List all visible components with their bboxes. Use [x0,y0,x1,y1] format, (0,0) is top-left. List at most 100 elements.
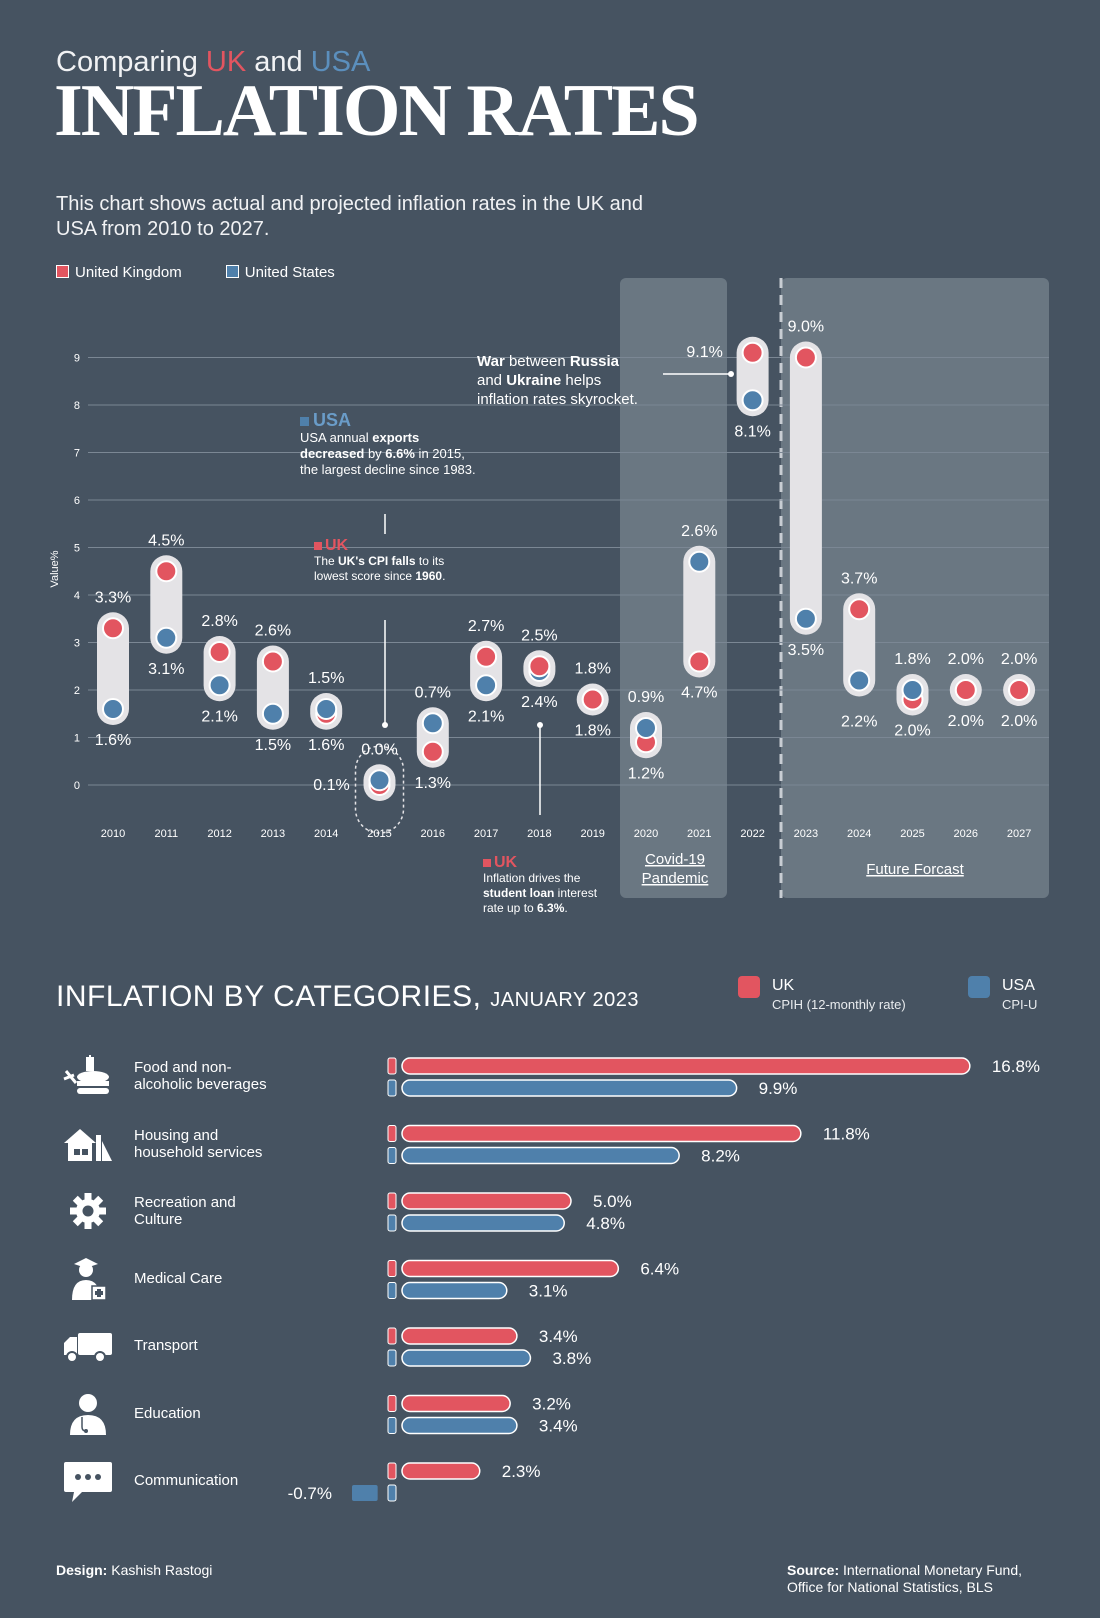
uk-point-2010 [102,617,124,640]
value-label: 2.5% [521,627,557,644]
uk-bar [401,1462,481,1480]
uk-stub [387,1192,397,1210]
x-tick-label: 2014 [314,828,338,840]
design-credit: Design: Kashish Rastogi [56,1562,213,1578]
category-label: Housing and household services [134,1126,263,1161]
uk-point-2017 [475,645,498,668]
uk-bar-label: 2.3% [502,1462,541,1481]
uk-bar-label: 6.4% [640,1260,679,1279]
uk-bar-label: 11.8% [823,1125,870,1144]
value-label: 2.2% [841,714,877,731]
value-label: 1.6% [308,737,344,754]
us-point-2024 [848,669,871,692]
value-label: 2.0% [948,651,984,668]
value-label: 0.1% [313,777,349,794]
value-label: 1.5% [255,737,291,754]
us-point-2023 [794,607,817,630]
us-point-2012 [208,674,231,697]
value-label: 8.1% [734,423,770,440]
annotation-war: War between Russia and Ukraine helps inf… [477,353,638,408]
uk-bar-label: 3.4% [539,1327,578,1346]
y-tick-label: 1 [74,733,80,745]
us-point-2010 [102,698,124,720]
war-annotation-dot [728,371,734,377]
panel-label-covid: Covid-19 Pandemic [642,851,709,887]
x-tick-label: 2017 [474,828,498,840]
education-icon [60,1391,116,1437]
uk2015-annotation-dot [382,722,388,728]
uk-stub [387,1057,397,1075]
x-tick-label: 2021 [687,828,711,840]
value-label: 2.8% [201,613,237,630]
us-point-2013 [261,702,284,725]
y-axis-label: Value% [49,550,61,587]
category-row: 3.4% 3.8% [387,1327,591,1368]
dumbbell-2025 [896,674,929,716]
value-label: 9.0% [788,319,824,336]
uk-point-2021 [688,650,711,673]
uk-bar [401,1124,802,1143]
uk-point-2027 [1008,679,1031,701]
us-bar-label: -0.7% [288,1484,332,1503]
uk-bar-label: 3.2% [532,1395,571,1414]
value-label: 2.0% [1001,713,1037,730]
dumbbell-2016 [416,707,449,768]
uk-bar [401,1057,971,1075]
uk-point-2018 [528,655,551,678]
value-label: 2.7% [468,618,504,635]
us-point-2014 [315,698,338,720]
uk-bar-label: 16.8% [992,1057,1040,1076]
x-tick-label: 2010 [101,828,125,840]
forecast-panel [781,278,1049,898]
category-label: Medical Care [134,1269,223,1287]
uk-point-2026 [954,679,977,701]
us-bar-label: 8.2% [701,1147,740,1166]
x-tick-label: 2026 [954,828,978,840]
category-row: 11.8% 8.2% [387,1124,870,1166]
value-label: 1.2% [628,765,664,782]
dumbbell-2010 [97,612,129,725]
uk-point-2024 [848,598,871,621]
description: This chart shows actual and projected in… [56,193,643,240]
dumbbell-2011 [150,555,183,654]
y-tick-label: 2 [74,685,80,697]
category-label: Recreation and Culture [134,1194,236,1228]
x-tick-label: 2011 [154,828,178,840]
value-label: 2.0% [948,713,984,730]
y-tick-label: 3 [74,638,80,650]
value-label: 1.8% [574,661,610,678]
category-label: Food and non-alcoholic beverages [134,1059,267,1093]
house-icon [60,1121,116,1167]
x-tick-label: 2024 [847,828,871,840]
dumbbell-2026 [949,674,982,706]
x-tick-label: 2022 [740,828,764,840]
gear-icon [60,1188,116,1234]
category-row: 2.3% -0.7% [288,1462,541,1503]
capsule [150,555,183,654]
uk-stub [387,1462,397,1480]
x-tick-label: 2016 [421,828,445,840]
value-label: 4.5% [148,532,184,549]
subtitle-us: USA [310,46,371,78]
panel-label-forecast: Future Forcast [866,861,964,878]
annotation-uk-cpi: UK The UK's CPI falls to its lowest scor… [314,537,446,583]
page-title: INFLATION RATES [54,70,700,152]
uk-bar [401,1327,518,1345]
category-row: 16.8% 9.9% [387,1057,1040,1098]
uk-point-2012 [208,641,231,663]
value-label: 9.1% [686,344,722,361]
us-stub [387,1079,397,1097]
us-bar [401,1281,508,1300]
value-label: 2.6% [255,623,291,640]
uk-bar [401,1259,620,1278]
uk-bar-label: 5.0% [593,1192,632,1211]
us-bar-label: 3.1% [529,1282,568,1301]
us-bar [401,1214,565,1232]
subtitle: Comparing UK and USA [56,46,371,78]
chat-icon [60,1458,116,1504]
y-tick-label: 6 [74,495,80,507]
y-tick-label: 4 [74,590,80,602]
value-label: 0.0% [361,741,397,758]
x-tick-label: 2023 [794,828,818,840]
value-label: 1.8% [894,651,930,668]
